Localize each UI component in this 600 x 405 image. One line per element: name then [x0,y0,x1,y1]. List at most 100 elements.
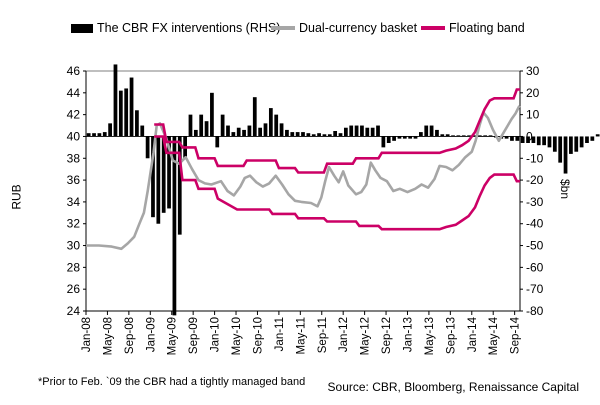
legend-swatch-basket [271,26,295,30]
intervention-bar [392,136,396,141]
intervention-bar [333,131,338,137]
intervention-bar [574,136,579,152]
intervention-bar [188,114,193,137]
intervention-bar [322,134,327,137]
intervention-bar [413,136,418,139]
intervention-bar [145,136,150,159]
intervention-bar [92,133,96,137]
intervention-bar [263,123,268,137]
x-tick-label: May-14 [488,316,500,355]
y-tick-label-left: 26 [67,282,81,296]
lines-layer [86,88,521,251]
intervention-bar [268,108,273,137]
footnote: *Prior to Feb. `09 the CBR had a tightly… [38,376,306,388]
intervention-bar [129,77,134,137]
y-tick-label-left: 28 [67,260,81,274]
intervention-bar [236,127,241,137]
band-lower-line [154,135,520,231]
intervention-bar [590,136,595,141]
y-tick-label-right: -80 [526,304,544,318]
intervention-bar [408,136,413,139]
intervention-bar [542,136,546,146]
legend-item-interventions: The CBR FX interventions (RHS) [71,21,280,35]
x-tick-label: May-10 [231,317,243,355]
intervention-bar [279,123,284,137]
intervention-bar [204,121,209,137]
y-axis-title-right: $bn [558,178,573,200]
intervention-bar [360,125,364,137]
x-tick-label: Jan-13 [402,317,414,352]
intervention-bar [595,134,600,137]
intervention-bar [365,127,370,137]
legend-item-basket: Dual-currency basket [271,21,417,35]
intervention-bar [140,125,145,137]
intervention-bar [381,136,386,148]
y-tick-label-right: 20 [526,86,540,100]
legend-label-interventions: The CBR FX interventions (RHS) [97,21,281,35]
intervention-bar [531,136,536,143]
intervention-bar [317,133,321,137]
y-tick-label-left: 36 [67,173,81,187]
intervention-bar [520,136,525,143]
intervention-bar [467,135,471,137]
y-tick-label-right: -10 [526,151,544,165]
x-tick-label: Jan-08 [81,317,93,352]
intervention-bar [585,136,589,143]
x-tick-label: May-11 [295,317,307,355]
intervention-bar [97,133,102,137]
x-tick-label: Jan-12 [338,317,350,352]
intervention-bar [536,136,541,146]
intervention-bar [113,64,118,137]
x-tick-label: Sep-08 [124,317,136,354]
y-tick-label-right: 0 [526,129,533,143]
legend-item-band: Floating band [421,21,525,35]
intervention-bar [151,136,155,218]
intervention-bar [569,136,573,154]
intervention-bar [456,135,461,137]
y-tick-label-left: 46 [67,64,81,78]
intervention-bar [504,136,509,139]
intervention-bar [124,88,129,137]
intervention-bar [295,132,300,137]
intervention-bar [472,135,477,137]
intervention-bar [247,125,252,137]
y-axis-title-left: RUB [9,184,24,210]
intervention-bar [193,129,198,137]
intervention-bar [343,127,348,137]
y-tick-label-left: 44 [67,86,81,100]
y-tick-label-right: 10 [526,108,540,122]
intervention-bar [419,132,423,137]
intervention-bar [515,136,520,141]
intervention-bar [579,136,584,148]
y-tick-label-left: 38 [67,151,81,165]
y-tick-label-left: 40 [67,129,81,143]
y-tick-label-right: -40 [526,217,544,231]
y-tick-label-right: -70 [526,282,544,296]
intervention-bar [172,136,177,316]
intervention-bar [258,127,263,137]
intervention-bar [226,125,230,137]
intervention-bar [156,136,161,224]
intervention-bar [220,114,225,137]
x-tick-label: Jan-10 [210,317,222,352]
axes-layer [83,70,523,315]
intervention-bar [242,129,246,137]
intervention-bar [354,125,359,137]
intervention-bar [135,110,139,137]
intervention-bar [86,133,91,137]
y-tick-label-left: 32 [67,217,81,231]
intervention-bar [440,134,445,137]
y-tick-label-right: -60 [526,260,544,274]
y-tick-label-right: 30 [526,64,540,78]
intervention-bar [477,135,482,137]
intervention-bar [376,125,380,137]
x-tick-label: Jan-11 [274,317,286,351]
legend-swatch-band [421,26,445,30]
source-note: Source: CBR, Bloomberg, Renaissance Capi… [327,380,579,394]
intervention-bar [563,136,568,174]
intervention-bar [397,136,402,139]
intervention-bar [285,129,289,137]
intervention-bar [370,127,375,137]
x-tick-label: Jan-09 [145,317,157,352]
